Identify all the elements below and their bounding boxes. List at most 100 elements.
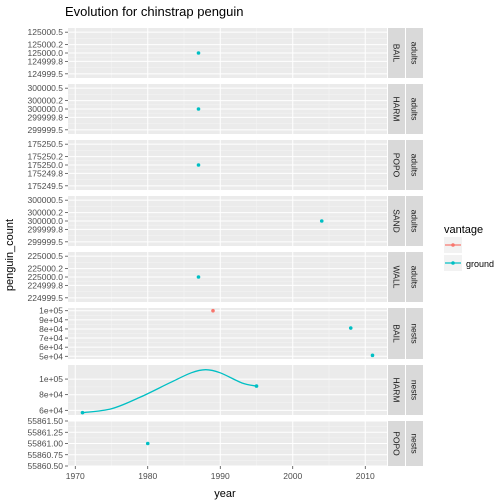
y-tick-label: 55861.25 — [28, 427, 64, 437]
data-point-ground — [348, 326, 353, 330]
strip-type-background — [406, 196, 423, 246]
strip-label-count-type: adults — [410, 210, 420, 233]
strip-label-site: BAIL — [392, 44, 402, 63]
legend-key-point-ground — [451, 261, 455, 265]
data-point-ground — [145, 441, 150, 446]
y-tick-label: 1e+05 — [39, 374, 63, 384]
strip-type-background — [406, 84, 423, 134]
legend-label-ground: ground — [466, 259, 494, 269]
y-tick-label: 124999.5 — [28, 69, 64, 79]
x-tick-label: 1980 — [138, 471, 157, 481]
y-tick-label: 299999.5 — [28, 237, 64, 247]
strip-label-site: POPO — [392, 431, 402, 456]
y-tick-label: 225000.0 — [28, 272, 64, 282]
panel-data — [196, 163, 201, 167]
data-point — [80, 410, 85, 415]
facet-strip: POPO adults — [388, 140, 423, 190]
y-tick-label: 300000.0 — [28, 104, 64, 114]
panel-background — [68, 365, 387, 415]
y-tick-label: 55861.50 — [28, 416, 64, 426]
series-line-ground — [82, 369, 257, 414]
strip-site-background — [388, 84, 405, 134]
x-tick-label: 2010 — [356, 471, 375, 481]
facet-strip: HARM adults — [388, 84, 423, 134]
strip-label-count-type: adults — [410, 98, 420, 121]
y-tick-label: 299999.8 — [28, 224, 64, 234]
strip-label-site: SAND — [392, 209, 402, 233]
y-tick-label: 175249.5 — [28, 181, 64, 191]
x-tick-label: 1990 — [211, 471, 230, 481]
strip-type-background — [406, 365, 423, 415]
strip-type-background — [406, 28, 423, 78]
data-point-ground — [196, 275, 201, 279]
y-tick-label: 224999.5 — [28, 293, 64, 303]
y-tick-label: 6e+04 — [39, 342, 63, 352]
legend-key-ground — [444, 255, 462, 271]
data-point — [254, 384, 259, 388]
data-point-ground — [196, 163, 201, 167]
data-point-ground — [319, 219, 324, 223]
y-tick-label: 7e+04 — [39, 333, 63, 343]
strip-type-background — [406, 140, 423, 190]
y-tick-label: 300000.0 — [28, 216, 64, 226]
panel-data — [319, 219, 324, 223]
y-tick-label: 55860.50 — [28, 461, 64, 471]
y-tick-label: 300000.5 — [28, 195, 64, 205]
strip-site-background — [388, 252, 405, 302]
strip-type-background — [406, 252, 423, 302]
y-tick-label: 175250.0 — [28, 160, 64, 170]
facet-strip: POPO nests — [388, 421, 423, 466]
data-point-ground — [196, 51, 201, 55]
legend-title: vantage — [444, 224, 483, 236]
y-tick-label: 175250.5 — [28, 139, 64, 149]
y-tick-label: 125000.2 — [28, 40, 64, 50]
y-tick-label: 125000.0 — [28, 48, 64, 58]
strip-type-background — [406, 421, 423, 466]
strip-label-site: HARM — [392, 377, 402, 402]
panel-data — [196, 275, 201, 279]
y-tick-label: 300000.5 — [28, 83, 64, 93]
y-tick-label: 125000.5 — [28, 27, 64, 37]
y-tick-label: 225000.5 — [28, 251, 64, 261]
strip-label-site: POPO — [392, 153, 402, 178]
facet-strip: BAIL nests — [388, 308, 423, 359]
facet-strip: HARM nests — [388, 365, 423, 415]
y-tick-label: 55860.75 — [28, 450, 64, 460]
y-tick-label: 55861.00 — [28, 439, 64, 449]
y-axis-label: penguin_count — [4, 219, 16, 291]
y-tick-label: 124999.8 — [28, 56, 64, 66]
strip-label-count-type: adults — [410, 154, 420, 177]
y-tick-label: 8e+04 — [39, 324, 63, 334]
strip-site-background — [388, 421, 405, 466]
strip-type-background — [406, 308, 423, 359]
legend: vantage ground — [444, 224, 494, 271]
y-tick-label: 175250.2 — [28, 152, 64, 162]
y-tick-label: 300000.2 — [28, 96, 64, 106]
facet-strip: WALL adults — [388, 252, 423, 302]
x-tick-label: 1970 — [66, 471, 85, 481]
strip-site-background — [388, 196, 405, 246]
y-tick-label: 299999.5 — [28, 125, 64, 135]
strip-label-site: BAIL — [392, 324, 402, 343]
strip-label-site: WALL — [392, 266, 402, 289]
strip-site-background — [388, 365, 405, 415]
strip-site-background — [388, 308, 405, 359]
strip-label-count-type: nests — [410, 380, 420, 400]
y-tick-label: 8e+04 — [39, 390, 63, 400]
strip-site-background — [388, 140, 405, 190]
legend-key-point-aerial — [451, 243, 455, 247]
strip-label-count-type: nests — [410, 323, 420, 343]
y-tick-label: 175249.8 — [28, 168, 64, 178]
strip-label-count-type: adults — [410, 266, 420, 289]
data-point-aerial — [211, 308, 215, 313]
data-point-ground — [196, 107, 201, 111]
facet-strip: SAND adults — [388, 196, 423, 246]
y-tick-label: 5e+04 — [39, 351, 63, 361]
